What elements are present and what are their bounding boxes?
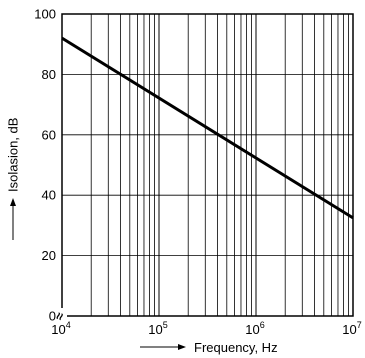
axis-break-marker: ≈ (51, 308, 68, 322)
y-tick-label: 100 (34, 7, 56, 22)
y-tick-label: 60 (42, 127, 56, 142)
x-axis-title-group: Frequency, Hz (140, 340, 278, 355)
y-tick-label: 0 (49, 309, 56, 324)
x-tick-label: 106 (245, 320, 264, 337)
plot-frame (61, 13, 354, 317)
y-axis-arrow-head-icon (10, 198, 16, 206)
y-tick-label: 40 (42, 188, 56, 203)
x-tick-label: 105 (148, 320, 167, 337)
grid-lines (62, 14, 353, 316)
y-axis-title: Isolasion, dB (6, 118, 21, 192)
x-tick-labels: 104 105 106 107 (51, 320, 361, 337)
y-tick-label: 20 (42, 248, 56, 263)
isolation-line (61, 36, 354, 220)
x-axis-arrow-head-icon (178, 344, 186, 350)
axis-break-background (51, 308, 67, 322)
y-axis-title-group: Isolasion, dB (6, 118, 21, 240)
data-series (61, 36, 354, 220)
x-tick-label: 107 (342, 320, 361, 337)
y-tick-labels: 0 20 40 60 80 100 (34, 7, 56, 324)
x-axis-title: Frequency, Hz (194, 340, 278, 355)
axis-break-icon: ≈ (51, 310, 68, 322)
x-tick-label: 104 (51, 320, 70, 337)
y-tick-label: 80 (42, 67, 56, 82)
